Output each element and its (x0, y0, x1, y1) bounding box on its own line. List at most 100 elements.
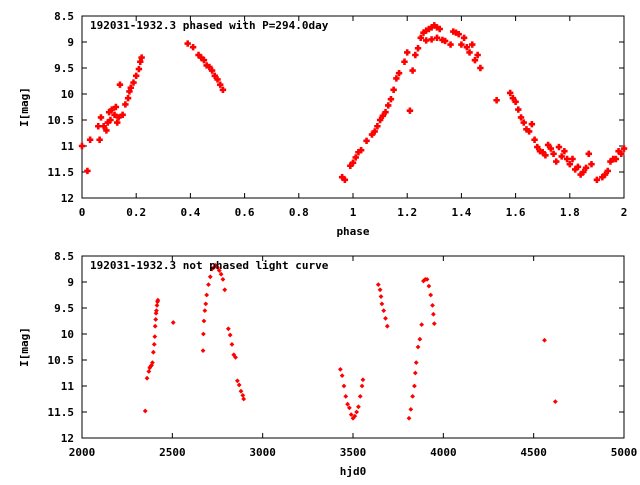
light-curve-data-point (375, 282, 381, 287)
light-curve-data-point (153, 317, 159, 322)
phased-data-point (374, 123, 381, 130)
light-curve-data-point (337, 366, 343, 372)
light-curve-data-point (426, 283, 432, 289)
phased-data-point (588, 161, 595, 168)
phased-data-point (566, 161, 573, 168)
light-curve-data-point (203, 301, 209, 307)
phased-data-point (97, 114, 105, 121)
light-curve-data-point (542, 337, 547, 343)
light-curve-data-point (240, 392, 246, 398)
phased-data-point (371, 128, 378, 135)
light-curve-data-point (215, 265, 220, 270)
light-curve-data-point (357, 394, 363, 399)
light-curve-data-point (360, 377, 366, 383)
light-curve-data-point (341, 383, 347, 389)
light-curve-x-tick-label: 2500 (159, 446, 186, 459)
phased-data-point (417, 34, 424, 42)
phased-data-point (376, 116, 384, 124)
light-curve-data-point (211, 265, 217, 270)
phased-data-point (469, 41, 476, 48)
light-curve-data-point (415, 344, 421, 350)
light-curve-x-axis-label: hjd0 (340, 465, 367, 478)
phased-data-point (127, 84, 134, 91)
phased-data-point (214, 76, 221, 83)
light-curve-data-point (413, 360, 419, 365)
light-curve-data-point (408, 407, 414, 412)
light-curve-data-point (238, 388, 244, 394)
light-curve-data-point (207, 274, 213, 280)
light-curve-data-point (201, 331, 206, 337)
phased-data-point (458, 41, 465, 48)
phased-data-point (206, 63, 213, 71)
phased-data-point (122, 101, 129, 108)
light-curve-data-point (227, 332, 233, 338)
light-curve-data-point (241, 396, 247, 402)
light-curve-x-tick-label: 4500 (520, 446, 547, 459)
phased-data-point (107, 116, 114, 124)
phased-y-tick-label: 9 (67, 36, 74, 49)
light-curve-data-point (379, 301, 385, 307)
phased-x-tick-label: 0 (79, 206, 86, 219)
phased-y-tick-label: 8.5 (54, 10, 74, 23)
phased-data-point (406, 107, 414, 114)
light-curve-data-point (430, 303, 435, 308)
phased-data-point (341, 176, 349, 183)
light-curve-data-point (410, 394, 416, 399)
phased-data-point (436, 25, 443, 33)
phased-data-point (412, 51, 419, 59)
phased-data-point (612, 155, 620, 163)
light-curve-x-tick-label: 3500 (340, 446, 367, 459)
phased-data-point (509, 94, 517, 102)
phased-chart-panel: 0 0.2 0.4 0.6 0.8 1 1.2 1.4 1.6 1.8 2 8.5 9 9.5 10 10.… (18, 10, 627, 238)
light-curve-data-point (348, 412, 354, 417)
phased-data-point (409, 67, 416, 74)
phased-data-point (401, 58, 408, 65)
phased-data-point (531, 136, 538, 143)
light-curve-y-tick-label: 8.5 (54, 250, 74, 263)
light-curve-data-point (430, 311, 436, 317)
light-curve-data-point (152, 323, 158, 329)
light-curve-data-point (377, 287, 383, 293)
light-curve-chart-title: 192031-1932.3 not phased light curve (90, 259, 329, 272)
phased-data-point (463, 44, 471, 51)
phased-data-point (433, 34, 441, 42)
phased-data-point (593, 176, 601, 183)
light-curve-plot-frame (81, 255, 625, 439)
light-curve-data-point (343, 394, 349, 399)
phased-data-point (211, 72, 218, 79)
phased-x-tick-label: 2 (621, 206, 628, 219)
light-curve-data-point (220, 277, 226, 282)
light-curve-x-tick-label: 4000 (430, 446, 457, 459)
light-curve-data-point (428, 292, 434, 298)
phased-data-point (561, 148, 568, 155)
phased-x-tick-label: 0.2 (126, 206, 146, 219)
light-curve-data-point (151, 342, 157, 347)
phased-data-point (217, 81, 224, 88)
light-curve-data-point (216, 268, 222, 273)
light-curve-data-point (202, 308, 208, 313)
phased-data-point (103, 127, 110, 134)
phased-data-point (512, 98, 519, 105)
phased-x-axis-label: phase (336, 225, 369, 238)
light-curve-data-point (231, 352, 237, 358)
light-curve-x-tick-label: 2000 (69, 446, 96, 459)
phased-data-point (582, 164, 590, 172)
phased-data-point (493, 97, 500, 104)
light-curve-y-tick-label: 10 (61, 328, 74, 341)
phased-data-point (534, 143, 541, 151)
light-curve-y-tick-label: 9.5 (54, 302, 74, 315)
phased-data-point (390, 86, 397, 94)
light-curve-data-point (381, 308, 387, 313)
light-curve-data-point (150, 349, 156, 355)
light-curve-data-point (155, 297, 161, 303)
phased-x-axis: 0 0.2 0.4 0.6 0.8 1 1.2 1.4 1.6 1.8 2 (79, 16, 628, 219)
phased-data-point (184, 40, 191, 47)
phased-x-tick-label: 1.8 (560, 206, 580, 219)
light-curve-data-point (406, 415, 412, 421)
phased-data-point (422, 37, 430, 44)
light-curve-data-point (204, 292, 210, 298)
phased-data-point (387, 96, 395, 103)
light-curve-data-point (384, 323, 390, 329)
light-curve-data-point (234, 378, 240, 384)
